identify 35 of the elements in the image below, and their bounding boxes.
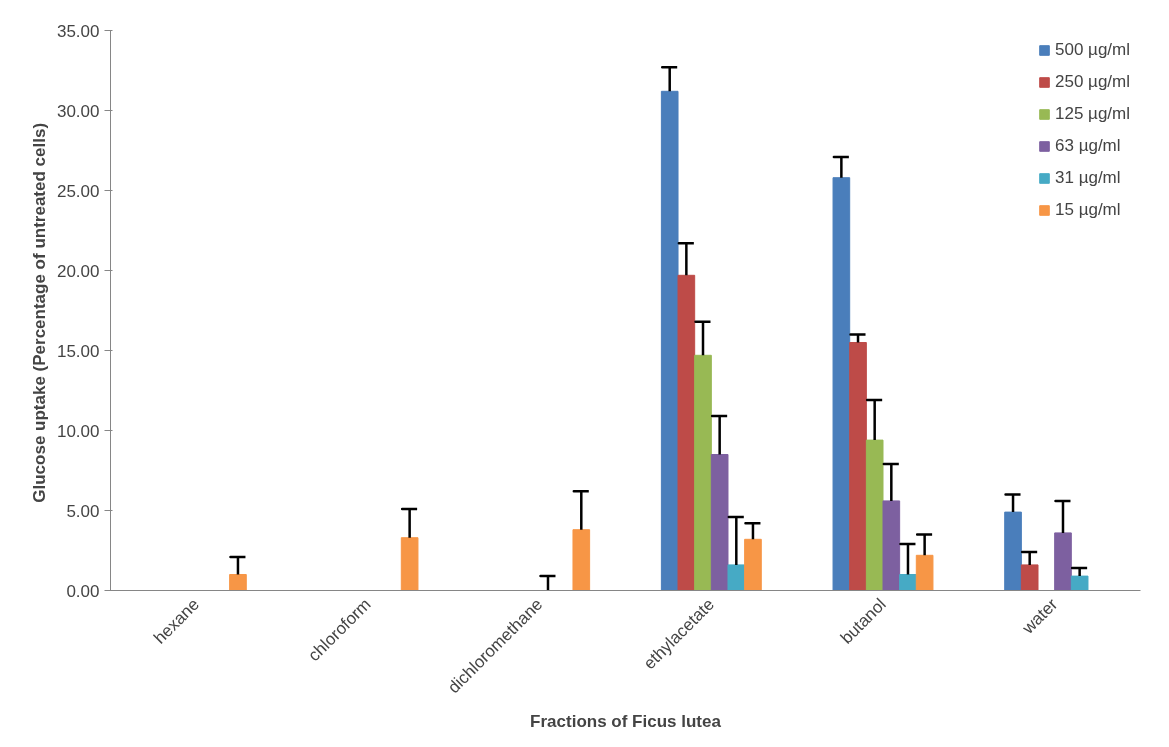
y-tick-label: 10.00 <box>56 421 100 441</box>
bar <box>660 90 679 591</box>
y-tick-label: 15.00 <box>56 341 100 361</box>
bar <box>882 500 901 591</box>
bar <box>832 177 851 591</box>
y-axis-title: Glucose uptake (Percentage of untreated cells) <box>29 122 49 503</box>
bar <box>572 529 591 591</box>
bar <box>694 354 712 591</box>
bar <box>1070 575 1089 591</box>
bar <box>1020 564 1039 591</box>
bar <box>727 564 746 591</box>
y-tick-label: 0.00 <box>66 581 100 601</box>
bar <box>744 538 762 591</box>
legend-label: 31 µg/ml <box>1055 168 1121 188</box>
legend-label: 15 µg/ml <box>1055 200 1121 220</box>
bar <box>400 537 419 591</box>
legend-label: 125 µg/ml <box>1055 104 1130 124</box>
bar <box>865 439 884 591</box>
y-tick-label: 25.00 <box>56 181 100 201</box>
y-tick-label: 5.00 <box>66 501 100 521</box>
y-tick-label: 20.00 <box>56 261 100 281</box>
bar <box>899 574 917 591</box>
bar <box>1004 511 1022 591</box>
bar <box>915 554 934 591</box>
bar <box>229 574 247 591</box>
legend-label: 250 µg/ml <box>1055 72 1130 92</box>
y-tick-label: 30.00 <box>56 101 100 121</box>
y-tick-label: 35.00 <box>56 21 100 41</box>
bar <box>849 342 867 591</box>
legend-label: 500 µg/ml <box>1055 40 1130 60</box>
bar <box>1054 532 1072 591</box>
x-axis-title: Fractions of Ficus lutea <box>530 711 722 731</box>
bar <box>710 454 729 591</box>
legend-label: 63 µg/ml <box>1055 136 1121 156</box>
bar <box>677 274 696 591</box>
